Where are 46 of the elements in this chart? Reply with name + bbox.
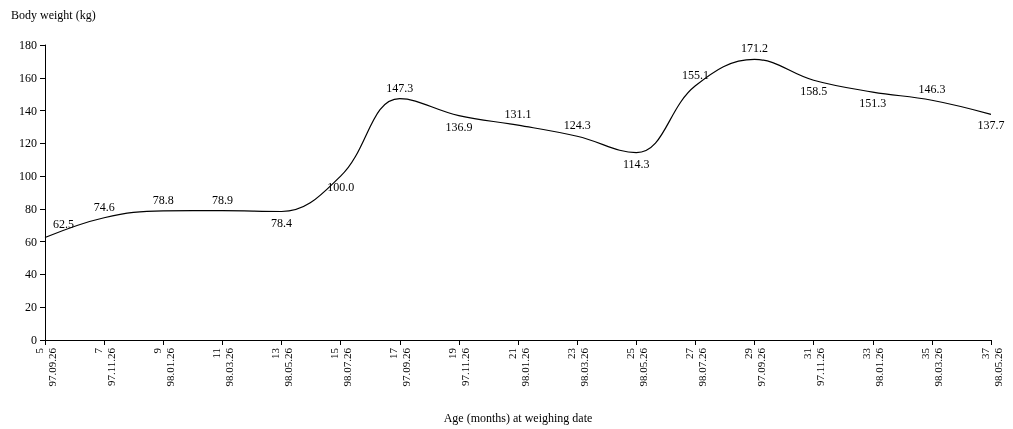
data-label: 137.7 — [977, 118, 1005, 133]
x-tick-label: 5 97.09.26 — [32, 347, 58, 387]
x-tick-label: 13 98.05.26 — [269, 347, 294, 387]
x-tick-label: 29 97.09.26 — [742, 347, 767, 387]
data-label: 78.8 — [152, 192, 174, 207]
data-label: 100.0 — [327, 180, 355, 195]
data-label: 147.3 — [386, 80, 414, 95]
data-label: 155.1 — [681, 67, 709, 82]
data-label: 151.3 — [859, 96, 887, 111]
y-tick-label: 120 — [19, 136, 37, 151]
x-tick-label: 23 98.03.26 — [564, 347, 590, 387]
y-tick-label: 20 — [25, 300, 37, 315]
x-tick-label: 25 98.05.26 — [623, 347, 649, 387]
x-tick-label: 15 98.07.26 — [328, 347, 354, 387]
y-tick-label: 60 — [25, 234, 37, 249]
x-tick-label: 35 98.03.26 — [919, 347, 945, 387]
x-tick-label: 27 98.07.26 — [682, 347, 708, 387]
y-tick-label: 180 — [19, 38, 37, 52]
y-tick-label: 80 — [25, 201, 37, 216]
x-tick-label: 11 98.03.26 — [209, 347, 235, 387]
y-tick-label: 160 — [19, 70, 37, 85]
data-label: 136.9 — [445, 119, 473, 134]
data-label: 158.5 — [800, 84, 828, 99]
y-tick-label: 100 — [19, 169, 37, 184]
data-label: 124.3 — [563, 118, 591, 133]
data-label: 74.6 — [93, 199, 115, 214]
data-label: 62.5 — [53, 216, 74, 231]
x-tick-label: 9 98.01.26 — [150, 347, 176, 387]
y-tick-label: 0 — [31, 333, 37, 347]
x-tick-label: 37 98.05.26 — [978, 347, 1004, 387]
data-label: 78.9 — [211, 192, 233, 207]
x-tick-label: 31 97.11.26 — [801, 347, 827, 387]
data-label: 78.4 — [271, 215, 292, 230]
x-axis-title: Age (months) at weighing date — [443, 411, 593, 425]
x-tick-label: 21 98.01.26 — [505, 347, 531, 387]
x-tick-label: 33 98.01.26 — [860, 347, 886, 387]
x-tick-label: 19 97.11.26 — [446, 347, 472, 387]
data-label: 114.3 — [622, 156, 650, 171]
y-tick-label: 40 — [25, 267, 37, 282]
data-label: 131.1 — [504, 107, 532, 122]
y-tick-label: 140 — [19, 103, 37, 118]
x-tick-label: 7 97.11.26 — [91, 347, 117, 387]
y-axis-title: Body weight (kg) — [11, 8, 96, 22]
x-tick-label: 17 97.09.26 — [387, 347, 413, 387]
data-label: 146.3 — [918, 82, 946, 97]
data-label: 171.2 — [741, 41, 768, 56]
